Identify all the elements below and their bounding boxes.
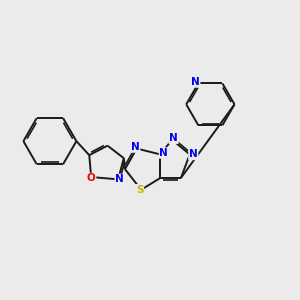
Text: N: N [169,133,178,143]
Text: N: N [189,149,198,159]
Text: N: N [115,174,124,184]
Text: N: N [160,148,168,158]
Text: N: N [131,142,140,152]
Text: O: O [87,173,95,184]
Text: S: S [136,185,143,195]
Text: N: N [191,77,200,87]
